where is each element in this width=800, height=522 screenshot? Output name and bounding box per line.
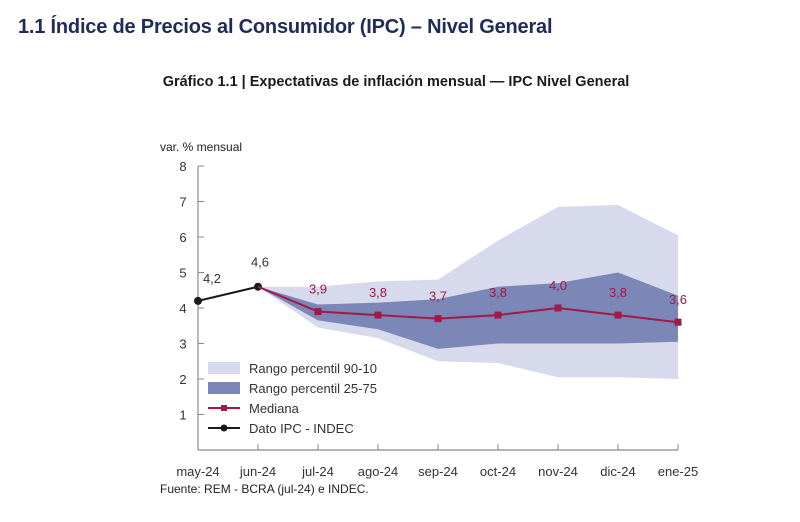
x-tick-label: dic-24 [600,464,635,479]
line-dato-ipc-indec [197,285,259,302]
line-mediana [257,285,679,324]
legend-label-rango-percentil-90-10: Rango percentil 90-10 [249,361,377,376]
data-label-dato-ipc-indec: 4,6 [251,255,269,270]
y-tick-label: 8 [179,159,186,174]
chart-title: Gráfico 1.1 | Expectativas de inflación … [0,74,800,90]
y-tick-label: 2 [179,372,186,387]
source-note: Fuente: REM - BCRA (jul-24) e INDEC. [160,482,369,496]
point-mediana [314,308,322,316]
legend-swatch-rango-percentil-90-10 [208,362,240,374]
x-tick-label: oct-24 [480,464,516,479]
data-label-mediana: 3,8 [489,285,507,300]
data-label-mediana: 3,6 [669,292,687,307]
point-mediana [374,311,382,319]
x-tick-label: jul-24 [301,464,334,479]
x-tick-label: jun-24 [239,464,276,479]
section-title: 1.1 Índice de Precios al Consumidor (IPC… [18,16,553,38]
x-tick-label: sep-24 [418,464,458,479]
y-tick-label: 6 [179,230,186,245]
y-tick-label: 4 [179,301,186,316]
y-tick-label: 7 [179,195,186,210]
data-label-mediana: 3,9 [309,282,327,297]
axes-layer: 1 2 3 4 5 6 7 8 may-24 jun-24 jul-24 ago-24 sep-24 oc… [176,159,698,479]
data-label-dato-ipc-indec: 4,2 [203,271,221,286]
labels-layer: 4,2 4,6 3,9 3,8 3,7 3,8 4,0 3,8 3,6 [203,255,687,308]
chart-title-text: Gráfico 1.1 | Expectativas de inflación … [162,74,630,90]
lines-layer [194,282,682,326]
y-tick-label: 5 [179,266,186,281]
legend-marker-dato-ipc-indec [220,424,228,432]
point-dato-ipc-indec [194,296,202,305]
x-tick-label: may-24 [176,464,219,479]
point-mediana [674,318,682,326]
point-mediana [494,311,502,319]
point-mediana [614,311,622,319]
data-label-mediana: 3,8 [609,285,627,300]
x-tick-label: ago-24 [358,464,398,479]
legend-marker-mediana [221,405,227,411]
y-axis-label: var. % mensual [160,140,242,154]
data-label-mediana: 4,0 [549,278,567,293]
bands-layer [258,205,678,379]
y-tick-label: 3 [179,337,186,352]
data-label-mediana: 3,8 [369,285,387,300]
y-tick-label: 1 [179,408,186,423]
legend-swatch-rango-percentil-25-75 [208,382,240,394]
point-mediana [434,315,442,323]
legend-label-rango-percentil-25-75: Rango percentil 25-75 [249,381,377,396]
legend-label-mediana: Mediana [249,401,300,416]
legend-label-dato-ipc-indec: Dato IPC - INDEC [249,421,354,436]
x-tick-label: ene-25 [658,464,698,479]
point-mediana [554,304,562,312]
x-tick-label: nov-24 [538,464,578,479]
data-label-mediana: 3,7 [429,289,447,304]
band-rango-percentil-25-75 [258,272,678,349]
legend: Rango percentil 90-10 Rango percentil 25-… [208,361,377,436]
